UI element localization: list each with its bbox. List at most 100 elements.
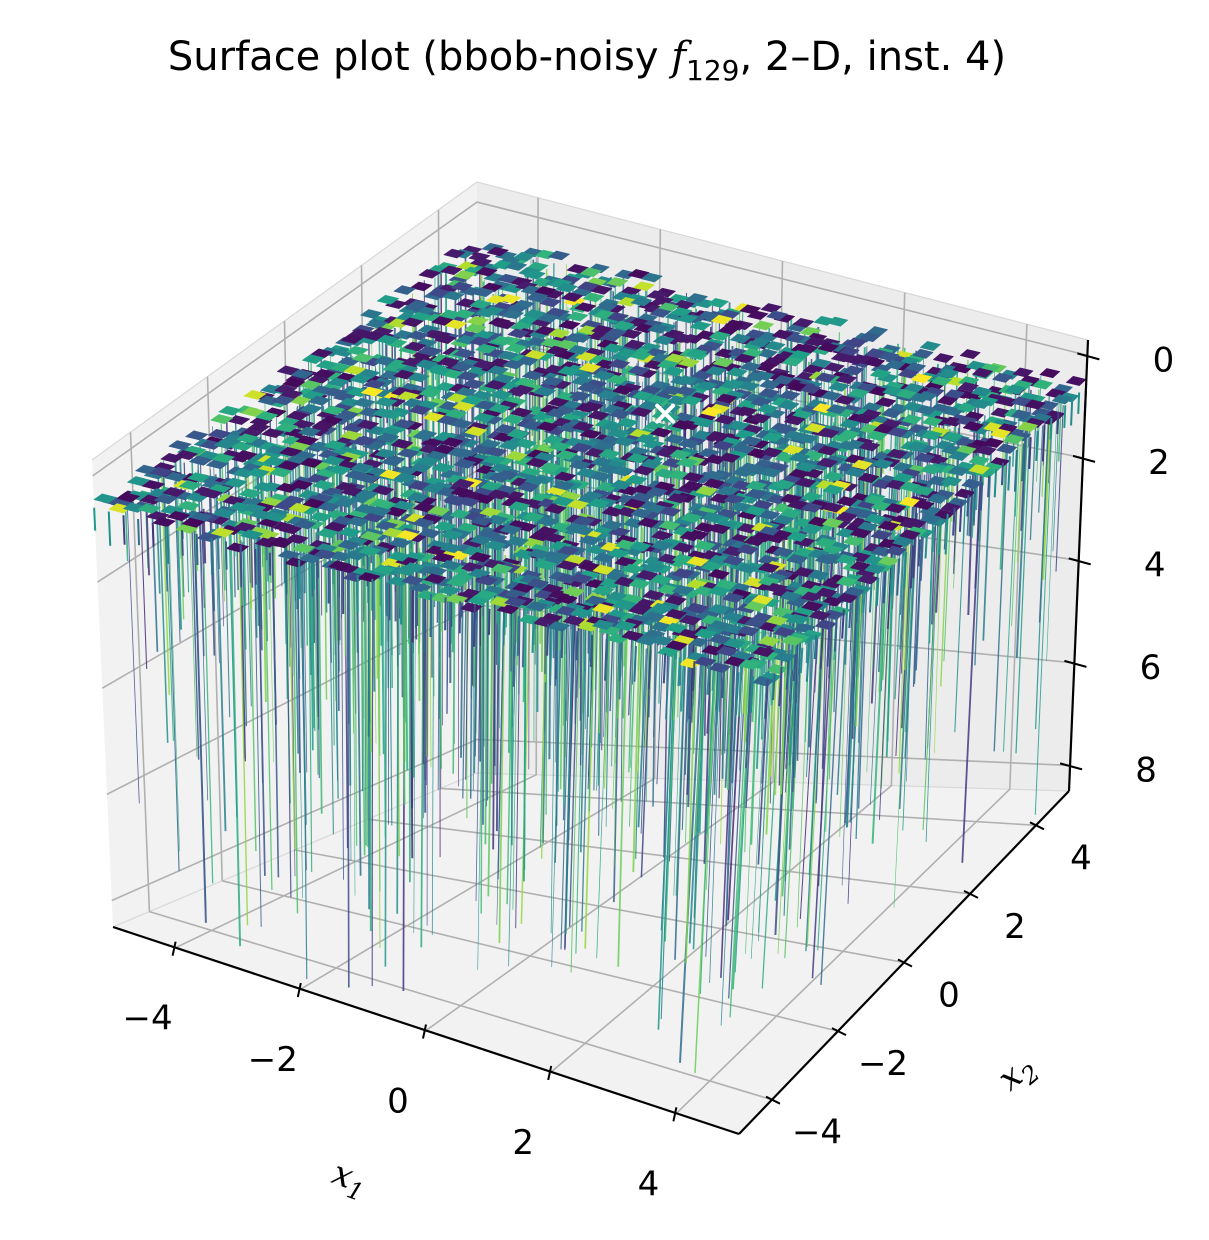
surface-cell bbox=[326, 377, 351, 388]
surface-cell bbox=[758, 635, 781, 647]
surface-cell bbox=[545, 408, 569, 419]
surface-spike bbox=[381, 455, 386, 837]
surface-cell bbox=[357, 572, 381, 583]
surface-cell bbox=[470, 515, 494, 527]
surface-edge bbox=[785, 660, 790, 690]
surface-cell bbox=[1016, 421, 1039, 432]
surface-cell bbox=[605, 374, 629, 385]
surface-cell bbox=[600, 520, 624, 531]
surface-edge bbox=[1070, 398, 1074, 426]
surface-cell bbox=[509, 407, 533, 418]
surface-cell bbox=[995, 443, 1018, 454]
surface-cell bbox=[393, 285, 417, 295]
surface-cell bbox=[707, 585, 731, 597]
surface-cell bbox=[488, 403, 512, 414]
surface-cell bbox=[174, 450, 199, 461]
surface-cell bbox=[623, 498, 647, 509]
surface-cell bbox=[440, 529, 464, 540]
surface-edge bbox=[903, 552, 908, 589]
surface-cell bbox=[295, 435, 319, 446]
surface-cell bbox=[332, 497, 357, 508]
surface-cell bbox=[645, 486, 669, 498]
surface-cell bbox=[299, 403, 324, 414]
surface-cell bbox=[521, 511, 545, 523]
surface-cell bbox=[752, 646, 775, 658]
surface-cell bbox=[941, 431, 964, 442]
surface-cell bbox=[629, 350, 652, 361]
surface-cell bbox=[702, 478, 726, 489]
surface-cell bbox=[571, 421, 595, 432]
surface-cell bbox=[814, 372, 837, 383]
surface-cell bbox=[504, 261, 528, 271]
surface-edge bbox=[1063, 405, 1067, 428]
surface-cell bbox=[880, 408, 903, 419]
surface-spike bbox=[396, 368, 400, 429]
surface-cell bbox=[299, 457, 323, 468]
surface-cell bbox=[276, 365, 300, 376]
surface-cell bbox=[701, 512, 724, 523]
surface-cell bbox=[827, 381, 850, 392]
surface-cell bbox=[360, 386, 384, 397]
surface-cell bbox=[822, 471, 845, 482]
y-tick-mark bbox=[765, 1095, 781, 1105]
surface-cell bbox=[551, 496, 575, 507]
surface-cell bbox=[817, 428, 840, 439]
optimum-marker-stroke bbox=[655, 403, 676, 424]
surface-cell bbox=[814, 554, 838, 565]
z-axis-line bbox=[1067, 339, 1090, 792]
surface-cell bbox=[469, 534, 493, 545]
surface-cell bbox=[592, 370, 615, 381]
surface-cell bbox=[727, 420, 750, 431]
surface-cell bbox=[484, 379, 508, 390]
surface-cell bbox=[752, 320, 775, 331]
surface-cell bbox=[301, 354, 325, 364]
surface-cell bbox=[536, 313, 560, 323]
surface-cell bbox=[486, 246, 510, 257]
surface-edge bbox=[1000, 462, 1005, 486]
surface-spike bbox=[273, 543, 277, 599]
surface-cell bbox=[371, 564, 396, 575]
surface-cell bbox=[652, 335, 675, 346]
x-tick-label: 4 bbox=[638, 1164, 660, 1204]
surface-cell bbox=[345, 516, 370, 527]
surface-cell bbox=[613, 620, 637, 632]
surface-cell bbox=[968, 464, 991, 475]
surface-cell bbox=[307, 395, 332, 406]
surface-cell bbox=[567, 344, 590, 355]
surface-cell bbox=[566, 499, 590, 510]
surface-cell bbox=[886, 427, 909, 438]
surface-cell bbox=[161, 487, 186, 498]
surface-cell bbox=[804, 336, 827, 347]
surface-cell bbox=[394, 565, 418, 576]
surface-cell bbox=[679, 531, 703, 542]
surface-cell bbox=[515, 356, 539, 366]
surface-cell bbox=[627, 604, 651, 615]
surface-cell bbox=[427, 505, 451, 516]
surface-cell bbox=[849, 527, 872, 539]
surface-spike bbox=[709, 540, 727, 984]
surface-cell bbox=[591, 619, 615, 630]
surface-cell bbox=[312, 368, 337, 379]
surface-cell bbox=[947, 450, 970, 461]
surface-cell bbox=[380, 456, 404, 467]
surface-cell bbox=[376, 334, 400, 345]
surface-edge bbox=[799, 647, 804, 673]
surface-spike bbox=[139, 498, 148, 670]
surface-edge bbox=[195, 533, 199, 566]
surface-edge bbox=[647, 649, 652, 690]
surface-cell bbox=[771, 546, 795, 558]
surface-cell bbox=[474, 575, 499, 586]
surface-spike bbox=[462, 593, 467, 799]
surface-cell bbox=[417, 346, 441, 357]
y-tick-label: 2 bbox=[1004, 907, 1026, 947]
surface-cell bbox=[552, 480, 576, 491]
surface-spike bbox=[681, 553, 693, 830]
surface-cell bbox=[632, 465, 656, 476]
surface-cell bbox=[765, 310, 788, 321]
surface-cell bbox=[168, 440, 192, 451]
surface-cell bbox=[765, 615, 789, 626]
surface-cell bbox=[909, 392, 931, 403]
surface-cell bbox=[352, 397, 376, 408]
surface-cell bbox=[869, 368, 892, 379]
surface-cell bbox=[297, 426, 321, 437]
